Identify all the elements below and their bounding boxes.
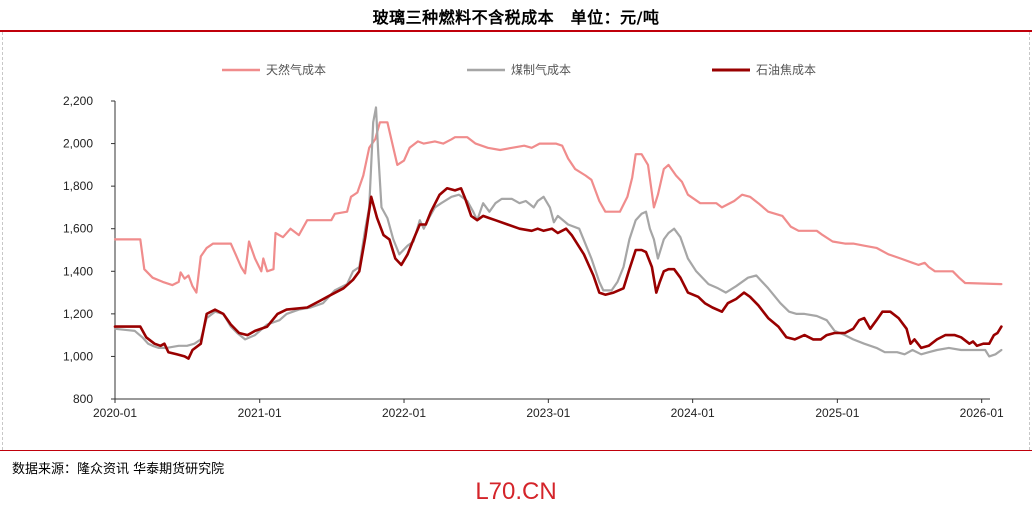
x-tick-label: 2021-01	[238, 406, 282, 420]
series-line-1	[113, 121, 1003, 294]
y-axis: 800 1,000 1,200 1,400 1,600 1,800 2,000 2,200	[63, 94, 116, 406]
line-chart: 天然气成本 煤制气成本 石油焦成本 800 1,000 1,200 1,400 1,600 1…	[63, 62, 1004, 420]
bottom-divider	[0, 450, 1032, 451]
watermark-text: L70.CN	[475, 478, 557, 505]
legend-label-3: 石油焦成本	[756, 63, 816, 77]
series-lines	[113, 106, 1003, 360]
legend-label-1: 天然气成本	[266, 62, 326, 77]
x-tick-label: 2024-01	[671, 406, 715, 420]
y-tick-label: 2,000	[63, 137, 93, 151]
x-tick-label: 2020-01	[93, 406, 137, 420]
series-line-3	[113, 187, 1003, 360]
y-tick-label: 1,000	[63, 349, 93, 363]
chart-legend: 天然气成本 煤制气成本 石油焦成本	[222, 62, 816, 77]
top-divider	[0, 30, 1032, 32]
y-tick-label: 1,600	[63, 222, 93, 236]
y-tick-label: 1,200	[63, 307, 93, 321]
x-tick-label: 2023-01	[526, 406, 570, 420]
y-tick-label: 1,400	[63, 264, 93, 278]
y-tick-label: 800	[73, 392, 93, 406]
chart-title: 玻璃三种燃料不含税成本 单位：元/吨	[372, 8, 660, 27]
x-tick-label: 2022-01	[382, 406, 426, 420]
x-axis: 2020-01 2021-01 2022-01 2023-01 2024-01 2025-…	[93, 398, 1004, 420]
frame-left-border	[2, 32, 3, 450]
x-tick-label: 2026-01	[960, 406, 1004, 420]
frame-right-border	[1029, 32, 1030, 450]
legend-label-2: 煤制气成本	[511, 62, 571, 77]
series-line-2	[113, 106, 1003, 358]
y-tick-label: 1,800	[63, 179, 93, 193]
source-note: 数据来源：隆众资讯 华泰期货研究院	[12, 462, 225, 477]
y-tick-label: 2,200	[63, 94, 93, 108]
x-tick-label: 2025-01	[815, 406, 859, 420]
